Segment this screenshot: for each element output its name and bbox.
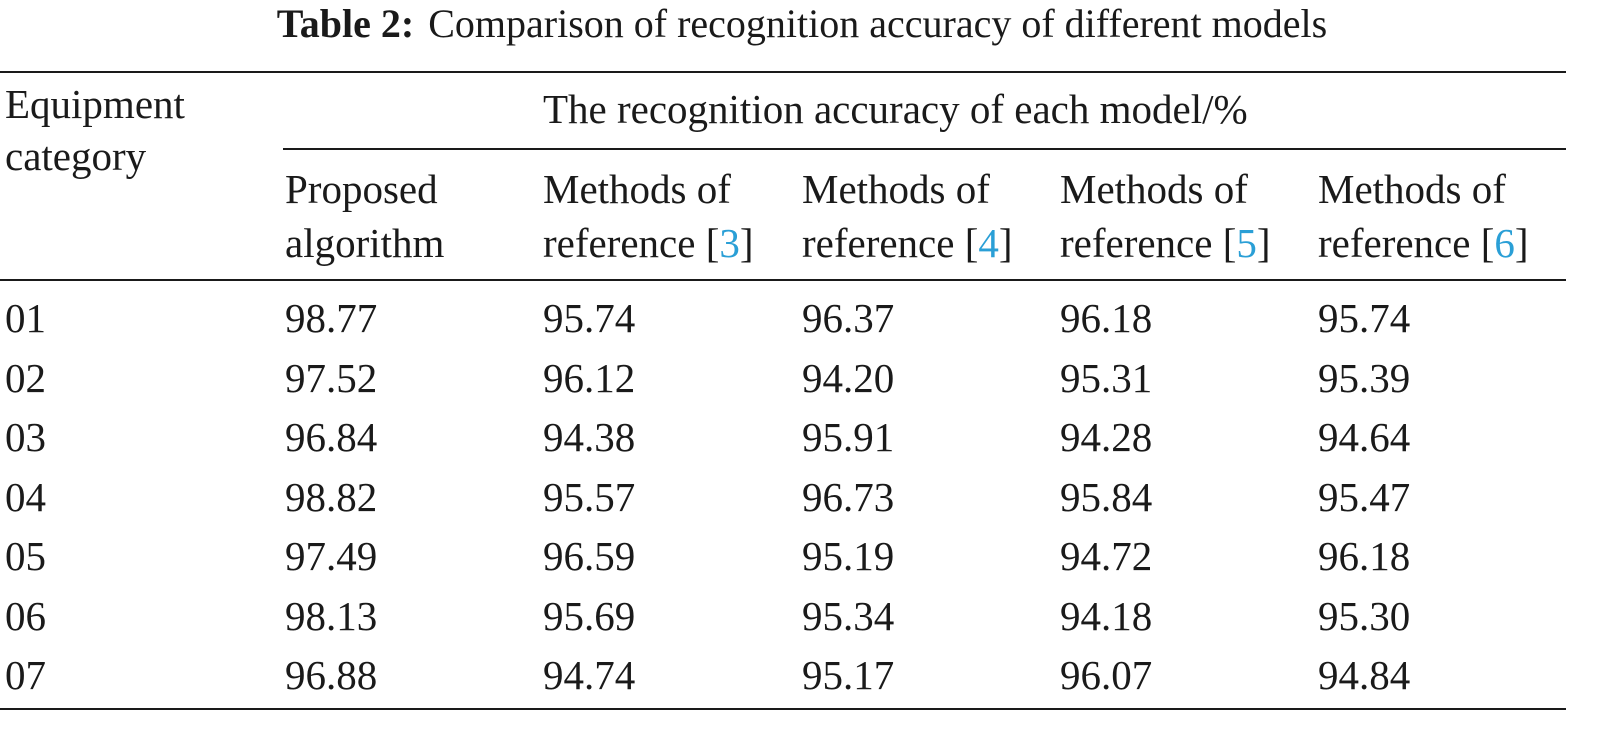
row-label: 05: [5, 533, 46, 579]
column-header-text: Methods of reference [: [543, 166, 731, 266]
accuracy-cell: 94.28: [1060, 414, 1153, 460]
top-rule: [0, 71, 1566, 73]
reference-link[interactable]: 4: [978, 220, 999, 266]
accuracy-cell: 96.18: [1318, 533, 1411, 579]
accuracy-cell: 94.18: [1060, 592, 1153, 639]
caption-label: Table 2:: [276, 1, 415, 46]
column-header-text: ]: [1514, 220, 1529, 266]
accuracy-cell: 95.30: [1318, 592, 1411, 639]
column-header-text: ]: [1256, 220, 1271, 266]
reference-link[interactable]: 6: [1494, 220, 1515, 266]
accuracy-cell: 95.39: [1318, 354, 1411, 401]
accuracy-cell: 95.91: [802, 414, 895, 460]
accuracy-cell: 96.84: [285, 414, 378, 460]
column-header: Methods of reference [5]: [1060, 162, 1310, 270]
column-header: Methods of reference [3]: [543, 162, 793, 270]
row-label: 07: [5, 652, 46, 698]
row-label: 02: [5, 354, 46, 401]
accuracy-cell: 95.34: [802, 592, 895, 639]
accuracy-cell: 94.72: [1060, 533, 1153, 579]
accuracy-cell: 96.88: [285, 652, 378, 698]
row-label: 01: [5, 295, 46, 341]
column-header-text: Proposed algorithm: [285, 166, 445, 266]
accuracy-cell: 96.59: [543, 533, 636, 579]
accuracy-cell: 96.18: [1060, 295, 1153, 341]
accuracy-cell: 95.74: [1318, 295, 1411, 341]
accuracy-cell: 95.47: [1318, 473, 1411, 520]
spanner-header: The recognition accuracy of each model/%: [543, 86, 1248, 132]
accuracy-cell: 98.82: [285, 473, 378, 520]
header-rule: [0, 279, 1566, 281]
row-label: 03: [5, 414, 46, 460]
accuracy-cell: 95.31: [1060, 354, 1153, 401]
table-caption: Table 2: Comparison of recognition accura…: [0, 0, 1604, 48]
row-label: 04: [5, 473, 46, 520]
column-header-text: Methods of reference [: [1060, 166, 1248, 266]
reference-link[interactable]: 3: [719, 220, 740, 266]
accuracy-cell: 98.13: [285, 592, 378, 639]
accuracy-cell: 95.74: [543, 295, 636, 341]
accuracy-cell: 95.69: [543, 592, 636, 639]
accuracy-cell: 95.84: [1060, 473, 1153, 520]
accuracy-cell: 95.19: [802, 533, 895, 579]
accuracy-cell: 94.84: [1318, 652, 1411, 698]
column-header: Methods of reference [4]: [802, 162, 1052, 270]
spanner-rule: [283, 148, 1566, 150]
accuracy-cell: 94.20: [802, 354, 895, 401]
accuracy-cell: 96.37: [802, 295, 895, 341]
accuracy-cell: 96.73: [802, 473, 895, 520]
column-header: Proposed algorithm: [285, 162, 535, 270]
column-header-text: ]: [739, 220, 754, 266]
column-header-text: Methods of reference [: [1318, 166, 1506, 266]
accuracy-cell: 97.49: [285, 533, 378, 579]
row-label: 06: [5, 592, 46, 639]
accuracy-cell: 98.77: [285, 295, 378, 341]
accuracy-cell: 97.52: [285, 354, 378, 401]
accuracy-cell: 96.12: [543, 354, 636, 401]
accuracy-cell: 95.17: [802, 652, 895, 698]
accuracy-cell: 94.38: [543, 414, 636, 460]
caption-text: Comparison of recognition accuracy of di…: [428, 1, 1328, 46]
accuracy-cell: 96.07: [1060, 652, 1153, 698]
column-header: Methods of reference [6]: [1318, 162, 1568, 270]
reference-link[interactable]: 5: [1236, 220, 1257, 266]
column-header-text: ]: [998, 220, 1013, 266]
accuracy-cell: 94.64: [1318, 414, 1411, 460]
row-header: Equipment category: [5, 81, 185, 179]
accuracy-cell: 95.57: [543, 473, 636, 520]
accuracy-cell: 94.74: [543, 652, 636, 698]
bottom-rule: [0, 708, 1566, 710]
column-header-text: Methods of reference [: [802, 166, 990, 266]
